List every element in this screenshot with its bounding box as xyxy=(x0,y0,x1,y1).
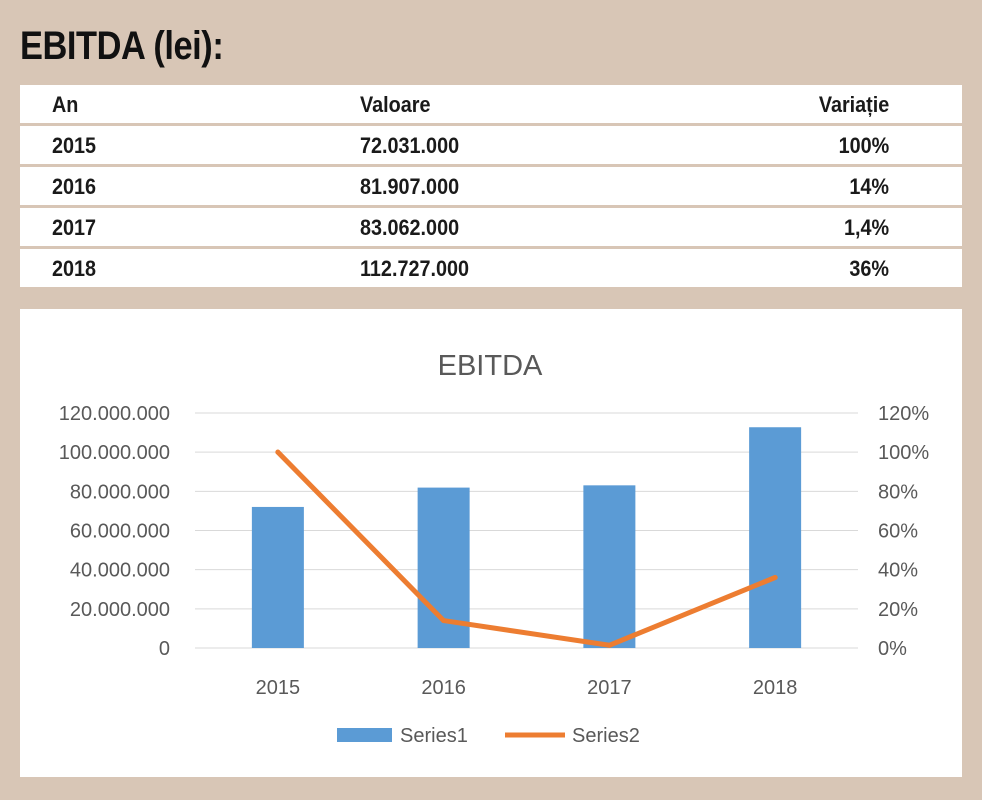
table-row: 2016 81.907.000 14% xyxy=(20,167,962,205)
cell-variation: 100% xyxy=(838,133,889,158)
bar xyxy=(583,485,636,648)
chart-title: EBITDA xyxy=(438,350,543,382)
bar xyxy=(251,506,304,648)
cell-year: 2015 xyxy=(52,133,97,158)
y2-tick-label: 40% xyxy=(878,560,918,582)
y2-tick-label: 120% xyxy=(878,403,929,425)
cell-year: 2017 xyxy=(52,215,97,240)
y-tick-label: 80.000.000 xyxy=(70,481,170,503)
cell-variation: 14% xyxy=(849,174,889,199)
y-tick-label: 120.000.000 xyxy=(59,403,170,425)
column-header-variation: Variație xyxy=(818,92,889,117)
x-tick-label: 2017 xyxy=(587,677,632,699)
y2-tick-label: 20% xyxy=(878,599,918,621)
cell-value: 83.062.000 xyxy=(360,215,460,240)
legend-swatch-bar xyxy=(337,728,392,742)
y2-tick-label: 0% xyxy=(878,638,907,660)
line-point xyxy=(772,575,778,580)
series-line xyxy=(275,449,778,648)
line-point xyxy=(275,449,281,455)
cell-value: 81.907.000 xyxy=(360,174,460,199)
y2-tick-label: 100% xyxy=(878,442,929,464)
y2-tick-label: 60% xyxy=(878,521,918,543)
legend-label: Series1 xyxy=(400,725,468,747)
bar xyxy=(749,427,802,648)
x-tick-label: 2018 xyxy=(753,677,798,699)
y2-tick-label: 80% xyxy=(878,481,918,503)
table-header-row: An Valoare Variație xyxy=(20,85,962,123)
ebitda-chart: EBITDA 0 0% 20.000.000 20% 40.000.000 40% 60.0… xyxy=(59,350,930,747)
table-row: 2017 83.062.000 1,4% xyxy=(20,208,962,246)
y-tick-label: 0 xyxy=(159,638,170,660)
cell-year: 2016 xyxy=(52,174,97,199)
y-tick-label: 60.000.000 xyxy=(70,521,170,543)
cell-value: 112.727.000 xyxy=(360,256,470,281)
table-row: 2018 112.727.000 36% xyxy=(20,249,962,287)
line-point xyxy=(441,618,447,624)
chart-panel: EBITDA 0 0% 20.000.000 20% 40.000.000 40% 60.0… xyxy=(20,309,962,777)
x-tick-label: 2015 xyxy=(256,677,301,699)
cell-variation: 36% xyxy=(849,256,889,281)
y-tick-label: 20.000.000 xyxy=(70,599,170,621)
line-point xyxy=(606,642,612,648)
table-row: 2015 72.031.000 100% xyxy=(20,126,962,164)
column-header-year: An xyxy=(52,92,79,117)
cell-year: 2018 xyxy=(52,256,97,281)
cell-variation: 1,4% xyxy=(843,215,889,240)
page-title: EBITDA (lei): xyxy=(20,24,224,68)
x-tick-label: 2016 xyxy=(421,677,466,699)
legend-label: Series2 xyxy=(572,725,640,747)
data-table: An Valoare Variație 2015 72.031.000 100%… xyxy=(20,85,962,290)
cell-value: 72.031.000 xyxy=(360,133,460,158)
column-header-value: Valoare xyxy=(360,92,431,117)
y-tick-label: 100.000.000 xyxy=(59,442,170,464)
y-tick-label: 40.000.000 xyxy=(70,560,170,582)
